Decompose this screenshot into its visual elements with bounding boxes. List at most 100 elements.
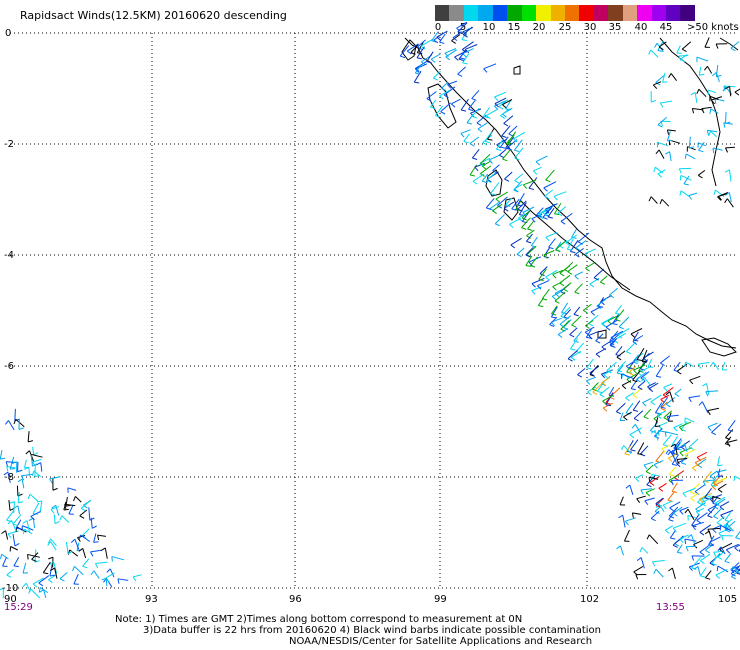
wind-barb-tick: [78, 547, 84, 552]
wind-barb-tick: [426, 98, 432, 102]
lat-label-minus10: -10: [2, 583, 18, 594]
wind-barb: [676, 45, 681, 54]
wind-barb-tick: [488, 159, 493, 164]
wind-barb: [687, 508, 695, 521]
time-label-left: 15:29: [4, 602, 33, 613]
wind-barb-tick: [536, 214, 542, 218]
wind-barb-tick: [563, 288, 568, 292]
wind-barb-tick: [656, 375, 662, 378]
wind-barb-tick: [713, 516, 719, 520]
wind-barb-tick: [663, 417, 669, 421]
wind-barb: [536, 207, 544, 216]
wind-barb-tick: [672, 544, 678, 548]
wind-barb-tick: [474, 166, 479, 172]
wind-barb-tick: [59, 578, 65, 582]
wind-barb-tick: [577, 241, 583, 245]
wind-barb-tick: [52, 487, 58, 491]
wind-barb: [672, 506, 683, 514]
wind-barb-tick: [462, 62, 468, 65]
wind-barb-tick: [719, 506, 725, 511]
wind-barb-tick: [713, 189, 716, 195]
wind-barb-tick: [624, 453, 630, 456]
wind-barb: [521, 210, 531, 222]
wind-barb: [629, 427, 643, 436]
wind-barb: [648, 382, 659, 390]
wind-barb: [640, 557, 645, 569]
wind-barb: [439, 33, 446, 43]
wind-barb-tick: [3, 471, 9, 476]
wind-barb-tick: [683, 183, 689, 186]
wind-barb-tick: [538, 215, 544, 219]
wind-barb: [109, 568, 115, 578]
wind-barb: [645, 464, 654, 472]
wind-barb: [27, 431, 30, 442]
wind-barb-tick: [588, 335, 593, 340]
wind-barb-tick: [662, 394, 668, 398]
wind-barb-tick: [439, 95, 444, 100]
wind-barb-tick: [477, 128, 483, 133]
graticule: [10, 32, 738, 589]
wind-barb: [63, 501, 67, 511]
wind-barb: [80, 501, 90, 509]
wind-barb: [531, 286, 542, 292]
legend-color-bar: [435, 5, 695, 21]
wind-barb-tick: [495, 223, 501, 227]
wind-barb-tick: [16, 527, 22, 530]
wind-barb-tick: [531, 218, 536, 223]
wind-barb-tick: [707, 515, 713, 518]
wind-barb-tick: [682, 492, 687, 498]
small-island-1: [513, 65, 521, 75]
wind-barb-tick: [605, 404, 611, 407]
wind-barb-tick: [420, 61, 426, 66]
wind-barb-tick: [700, 560, 705, 565]
wind-barb: [484, 131, 493, 142]
wind-barb: [680, 174, 692, 181]
wind-barb: [658, 41, 667, 48]
wind-barb: [550, 306, 558, 318]
wind-barb-tick: [625, 397, 630, 402]
wind-barb: [503, 115, 514, 124]
wind-barb-tick: [22, 520, 28, 524]
wind-barb: [17, 491, 20, 503]
wind-barb-tick: [646, 484, 652, 488]
wind-barb: [441, 81, 449, 89]
coastlines: [401, 37, 739, 357]
wind-barb-tick: [38, 582, 44, 587]
wind-barb-tick: [565, 242, 571, 246]
wind-barb-tick: [701, 108, 705, 114]
wind-barb: [26, 520, 31, 534]
wind-barb-tick: [626, 378, 632, 383]
wind-barb-tick: [650, 517, 656, 522]
wind-barb: [513, 131, 525, 140]
wind-barb: [668, 453, 677, 459]
wind-barb-tick: [0, 554, 3, 560]
legend-label-25: 25: [558, 22, 572, 33]
wind-barb-tick: [496, 148, 502, 151]
wind-barb: [617, 327, 630, 336]
wind-barb-tick: [699, 73, 705, 76]
wind-barb-tick: [730, 566, 734, 572]
wind-barb-tick: [500, 115, 506, 119]
wind-barb-tick: [456, 27, 461, 32]
wind-barb: [65, 541, 69, 554]
wind-barb: [642, 397, 652, 404]
wind-barb: [640, 488, 653, 491]
wind-barb-tick: [648, 49, 652, 55]
wind-barb: [694, 456, 707, 463]
wind-barb-tick: [717, 196, 722, 201]
wind-barb: [701, 106, 712, 110]
wind-barb: [32, 458, 42, 463]
legend-swatch: [622, 5, 638, 21]
legend-swatch: [435, 5, 450, 21]
wind-barb-tick: [684, 538, 687, 545]
wind-barb-tick: [681, 462, 687, 465]
wind-barb: [698, 66, 702, 76]
wind-barb: [632, 370, 641, 381]
wind-barb: [717, 551, 725, 558]
wind-barb: [717, 565, 729, 573]
wind-barb-tick: [49, 478, 53, 484]
wind-barb: [469, 136, 480, 144]
wind-barb: [16, 526, 27, 533]
wind-barb: [615, 402, 626, 413]
wind-barb: [75, 496, 82, 503]
